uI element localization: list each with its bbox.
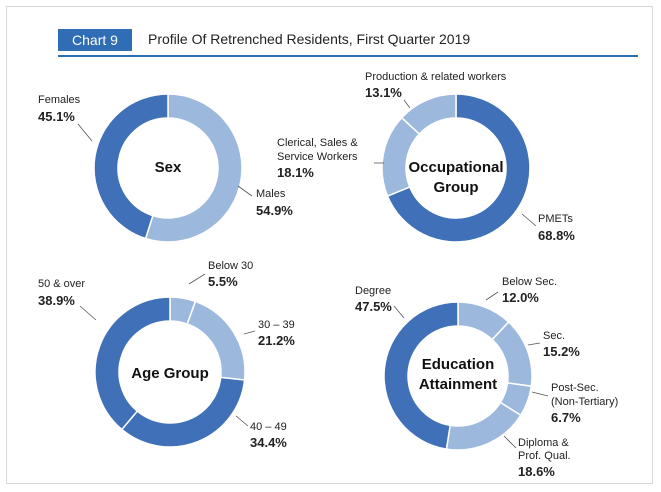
leader-sec (527, 342, 541, 346)
leader-below-30 (188, 273, 206, 285)
value-30-39: 21.2% (258, 333, 295, 348)
leader-males (237, 185, 253, 197)
slice-production-related-workers (400, 93, 457, 136)
value-post-sec: 6.7% (551, 410, 581, 425)
donut-occupation-title-line2: Group (434, 179, 479, 196)
slice-degree (383, 301, 459, 450)
donut-education-attainment (383, 301, 533, 451)
label-post-sec-line1: Post-Sec. (551, 382, 599, 394)
leader-pmets (521, 213, 537, 227)
value-pmets: 68.8% (538, 228, 575, 243)
value-40-49: 34.4% (250, 435, 287, 450)
label-below-sec: Below Sec. (502, 276, 557, 288)
label-below-30: Below 30 (208, 260, 253, 272)
value-production: 13.1% (365, 85, 402, 100)
donut-education-title-line1: Education (422, 356, 495, 373)
value-diploma: 18.6% (518, 464, 555, 479)
leader-diploma (503, 435, 517, 449)
donut-age-group (94, 296, 246, 448)
chart-number-badge: Chart 9 (58, 29, 132, 51)
label-sec: Sec. (543, 330, 565, 342)
donut-sex-title: Sex (155, 159, 182, 176)
label-clerical-line2: Service Workers (277, 151, 358, 163)
label-degree: Degree (355, 285, 391, 297)
label-males: Males (256, 188, 286, 200)
value-males: 54.9% (256, 203, 293, 218)
leader-30-39 (243, 330, 256, 335)
leader-50-over (79, 305, 97, 321)
leader-females (77, 123, 93, 142)
label-diploma-line1: Diploma & (518, 437, 569, 449)
label-40-49: 40 – 49 (250, 421, 287, 433)
slice-males (144, 93, 243, 243)
label-30-39: 30 – 39 (258, 319, 295, 331)
value-50-over: 38.9% (38, 293, 75, 308)
slice-40-49 (120, 376, 246, 448)
donut-sex (93, 93, 243, 243)
label-50-over: 50 & over (38, 278, 85, 290)
donut-age-title: Age Group (131, 365, 209, 382)
leader-below-sec (485, 291, 499, 301)
value-females: 45.1% (38, 109, 75, 124)
donut-occupation-title-line1: Occupational (408, 159, 503, 176)
label-production: Production & related workers (365, 71, 507, 83)
leader-degree (393, 305, 405, 319)
value-degree: 47.5% (355, 299, 392, 314)
label-clerical-line1: Clerical, Sales & (277, 137, 358, 149)
chart-header: Chart 9 Profile Of Retrenched Residents,… (44, 24, 644, 58)
leader-production (403, 99, 411, 109)
slice-50-over (94, 296, 171, 431)
label-pmets: PMETs (538, 213, 573, 225)
slice-diploma-prof-qual (445, 401, 522, 451)
value-below-30: 5.5% (208, 274, 238, 289)
label-post-sec-line2: (Non-Tertiary) (551, 396, 618, 408)
header-rule (58, 55, 638, 57)
label-diploma-line2: Prof. Qual. (518, 450, 571, 462)
label-females: Females (38, 94, 81, 106)
value-below-sec: 12.0% (502, 290, 539, 305)
value-clerical: 18.1% (277, 165, 314, 180)
chart-title: Profile Of Retrenched Residents, First Q… (148, 31, 471, 47)
donut-occupational-group (381, 93, 531, 243)
donut-education-title-line2: Attainment (419, 376, 497, 393)
leader-40-49 (235, 415, 249, 427)
slice-pmets (386, 93, 531, 243)
chart-frame (6, 6, 653, 484)
value-sec: 15.2% (543, 344, 580, 359)
leader-post-sec (531, 391, 549, 397)
slice-females (93, 93, 169, 240)
